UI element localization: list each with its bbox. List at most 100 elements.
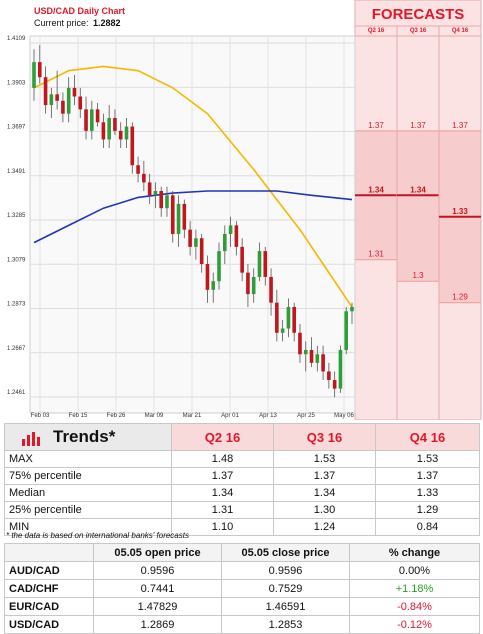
forecast-quarter-label: Q2 16 xyxy=(368,28,385,34)
table-row: AUD/CAD 0.9596 0.9596 0.00% xyxy=(4,561,480,580)
candle-body xyxy=(130,126,135,166)
candle-body xyxy=(49,94,54,106)
x-tick-label: Mar 21 xyxy=(183,413,202,419)
cell-value: 1.24 xyxy=(273,518,376,536)
moving-average-yellow xyxy=(33,65,353,308)
y-tick-label: 1.3903 xyxy=(7,80,26,86)
candle-body xyxy=(309,349,314,363)
forecast-low-label: 1.31 xyxy=(368,250,384,259)
bar-chart-icon xyxy=(22,431,40,446)
candle-body xyxy=(286,306,291,329)
candle-body xyxy=(90,109,94,131)
forecast-high-label: 1.37 xyxy=(410,121,426,130)
candle-body xyxy=(159,191,163,209)
forecasts-title: FORECASTS xyxy=(372,6,465,23)
y-tick-label: 1.3697 xyxy=(7,125,26,131)
pct-change: +1.18% xyxy=(349,579,480,598)
candle-body xyxy=(223,233,227,252)
y-tick-label: 1.2461 xyxy=(7,390,26,396)
trends-col-q3: Q3 16 xyxy=(273,423,376,451)
candle-body xyxy=(257,251,262,277)
forecast-range xyxy=(397,130,439,282)
close-price: 0.7529 xyxy=(221,579,350,598)
cell-value: 1.31 xyxy=(171,501,274,519)
candle-body xyxy=(199,238,204,265)
trends-col-q4: Q4 16 xyxy=(375,423,480,451)
candle-body xyxy=(263,251,268,277)
candle-body xyxy=(165,195,169,209)
candle-body xyxy=(228,225,233,234)
candle-body xyxy=(194,238,198,247)
candle-body xyxy=(251,276,256,295)
candle-body xyxy=(118,130,123,140)
usdcad-chart: 1.4109 1.3903 1.3697 1.3491 1.3285 1.3079 1.28… xyxy=(7,0,482,420)
forecast-median-label: 1.34 xyxy=(410,185,426,194)
y-tick-label: 1.3079 xyxy=(7,257,26,263)
y-tick-label: 1.2873 xyxy=(7,302,26,308)
cell-value: 1.53 xyxy=(375,450,480,468)
forecast-median-label: 1.34 xyxy=(368,185,384,194)
trends-col-q2: Q2 16 xyxy=(171,423,274,451)
x-tick-label: Mar 09 xyxy=(145,413,164,419)
cell-value: 1.48 xyxy=(171,450,274,468)
close-price: 1.46591 xyxy=(221,597,350,616)
trends-header-row: Trends* Q2 16 Q3 16 Q4 16 xyxy=(4,423,480,451)
moving-average-blue xyxy=(33,190,353,244)
candle-body xyxy=(113,117,117,131)
candle-body xyxy=(142,173,146,183)
pct-change: -0.84% xyxy=(349,597,480,616)
x-tick-label: Apr 01 xyxy=(221,413,239,419)
candle-body xyxy=(176,203,181,234)
candle-body xyxy=(101,122,106,140)
candle-body xyxy=(321,354,325,372)
candle-body xyxy=(269,276,273,303)
table-row: MAX 1.48 1.53 1.53 xyxy=(4,450,480,468)
forecast-low-label: 1.3 xyxy=(412,271,424,280)
candle-body xyxy=(37,62,42,78)
candle-body xyxy=(147,182,152,196)
y-tick-label: 1.3285 xyxy=(7,213,26,219)
fx-header-change: % change xyxy=(349,543,480,562)
table-row: 25% percentile 1.31 1.30 1.29 xyxy=(4,501,480,519)
cell-value: 1.37 xyxy=(375,467,480,485)
pair-name: USD/CAD xyxy=(4,615,94,634)
candle-body xyxy=(78,96,83,110)
pct-change: -0.12% xyxy=(349,615,480,634)
y-tick-label: 1.2667 xyxy=(7,346,26,352)
trends-title-cell: Trends* xyxy=(4,423,172,451)
forecast-high-label: 1.37 xyxy=(368,121,384,130)
row-label: 25% percentile xyxy=(4,501,172,519)
candle-body xyxy=(107,117,111,140)
x-tick-label: Feb 15 xyxy=(69,413,88,419)
candle-body xyxy=(124,126,129,140)
cell-value: 1.30 xyxy=(273,501,376,519)
close-price: 1.2853 xyxy=(221,615,350,634)
table-row: Median 1.34 1.34 1.33 xyxy=(4,484,480,502)
candle-body xyxy=(205,264,210,290)
candle-body xyxy=(32,62,36,88)
candle-body xyxy=(66,87,71,114)
candle-body xyxy=(153,191,158,196)
trends-footnote: * the data is based on international ban… xyxy=(6,531,189,540)
pair-name: EUR/CAD xyxy=(4,597,94,616)
x-tick-label: Feb 26 xyxy=(107,413,126,419)
table-row: MIN 1.10 1.24 0.84 xyxy=(4,518,480,536)
cell-value: 1.10 xyxy=(171,518,274,536)
open-price: 1.2869 xyxy=(93,615,222,634)
open-price: 0.9596 xyxy=(93,561,222,580)
candle-body xyxy=(84,109,88,131)
candle-body xyxy=(303,349,308,355)
table-row: CAD/CHF 0.7441 0.7529 +1.18% xyxy=(4,579,480,598)
trends-table: Trends* Q2 16 Q3 16 Q4 16 MAX 1.48 1.53 … xyxy=(4,423,480,536)
row-label: 75% percentile xyxy=(4,467,172,485)
table-row: EUR/CAD 1.47829 1.46591 -0.84% xyxy=(4,597,480,616)
candle-body xyxy=(338,349,343,389)
candle-body xyxy=(292,306,296,333)
candle-body xyxy=(315,354,320,363)
fx-header-close: 05.05 close price xyxy=(221,543,350,562)
candle-body xyxy=(246,272,250,295)
x-tick-label: Apr 25 xyxy=(297,413,315,419)
candle-body xyxy=(280,328,285,333)
fx-header-open: 05.05 open price xyxy=(93,543,222,562)
forecast-high-label: 1.37 xyxy=(452,121,468,130)
